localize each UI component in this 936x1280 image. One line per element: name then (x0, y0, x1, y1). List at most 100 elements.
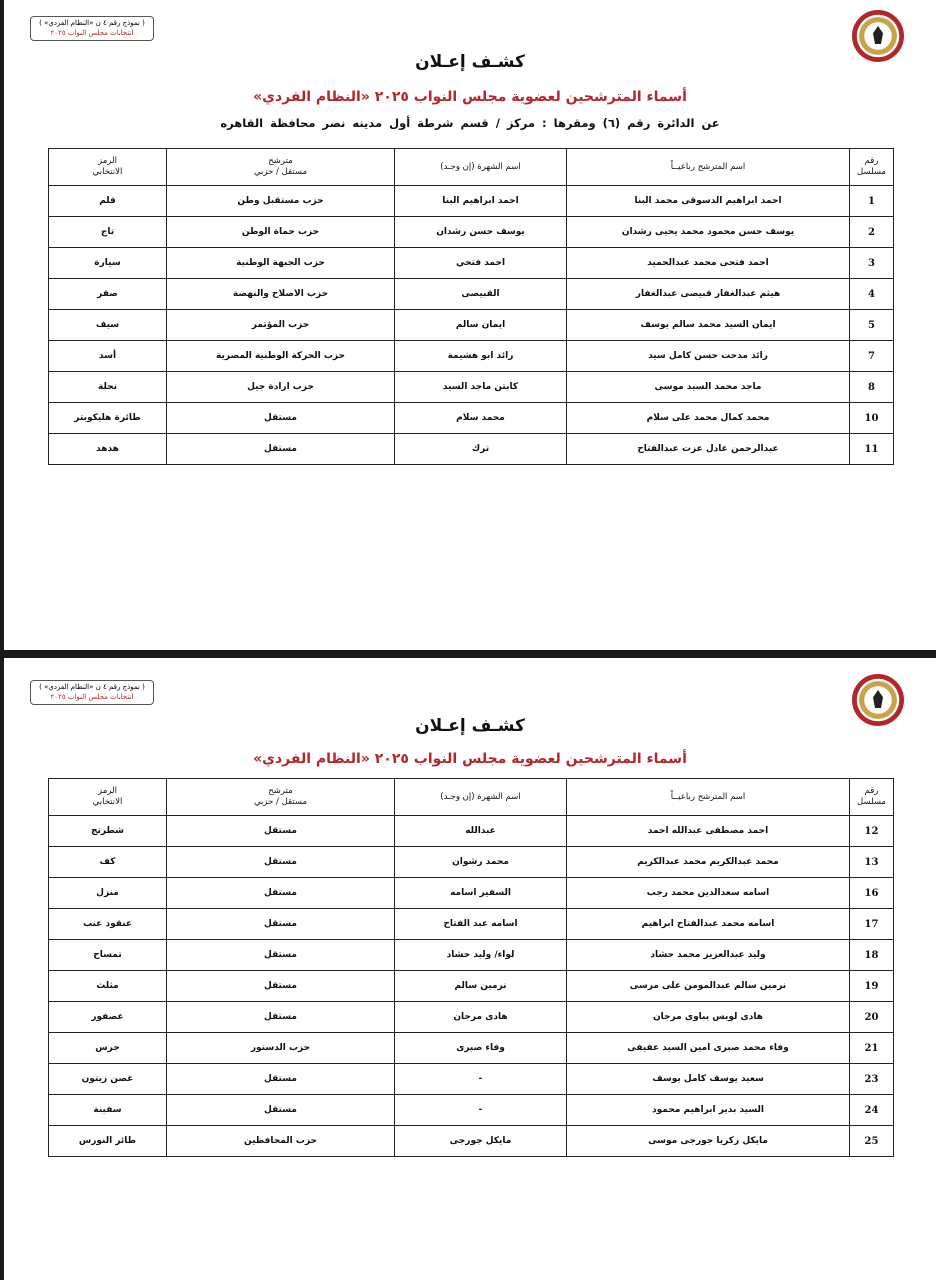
election-authority-logo (852, 10, 904, 62)
serial-cell: 4 (849, 278, 894, 310)
candidate-type-cell: مستقل (166, 1001, 395, 1033)
serial-cell: 10 (849, 402, 894, 434)
table-header: رقم مسلسل اسم المترشح رباعيــاً اسم الشهر… (48, 778, 894, 816)
serial-cell: 16 (849, 877, 894, 909)
known-as-cell: مايكل جورجى (394, 1125, 567, 1157)
table-row: 17 اسامه محمد عبدالفتاح ابراهيم اسامه عبد … (48, 908, 894, 940)
table-row: 3 احمد فتحى محمد عبدالحميد احمد فتحي حزب ال… (48, 247, 894, 279)
candidate-type-cell: حزب الجبهة الوطنية (166, 247, 395, 279)
symbol-cell: غصن زيتون (48, 1063, 167, 1095)
symbol-cell: سفينة (48, 1094, 167, 1126)
col-full-name: اسم المترشح رباعيــاً (566, 148, 850, 186)
known-as-cell: عبدالله (394, 815, 567, 847)
col-symbol: الرمز الانتخابي (48, 148, 167, 186)
full-name-cell: يوسف حسن محمود محمد يحيى رشدان (566, 216, 850, 248)
candidate-type-cell: مستقل (166, 433, 395, 465)
col-serial: رقم مسلسل (849, 778, 894, 816)
serial-cell: 13 (849, 846, 894, 878)
serial-cell: 17 (849, 908, 894, 940)
known-as-cell: محمد رشوان (394, 846, 567, 878)
symbol-cell: منزل (48, 877, 167, 909)
serial-cell: 11 (849, 433, 894, 465)
table-row: 21 وفاء محمد صبرى امين السيد عفيفى وفاء صب… (48, 1032, 894, 1064)
candidates-table-1: رقم مسلسل اسم المترشح رباعيــاً اسم الشهر… (48, 148, 894, 465)
known-as-cell: ايمان سالم (394, 309, 567, 341)
serial-cell: 8 (849, 371, 894, 403)
candidate-type-cell: حزب ارادة جيل (166, 371, 395, 403)
candidate-type-cell: مستقل (166, 939, 395, 971)
election-authority-logo (852, 674, 904, 726)
table-row: 18 وليد عبدالعزيز محمد حشاد لواء/ وليد حشا… (48, 939, 894, 971)
page-subtitle: أسماء المترشحين لعضوية مجلس النواب ٢٠٢٥ … (253, 89, 687, 105)
candidate-type-cell: مستقل (166, 402, 395, 434)
stamp-line-1: ( نموذج رقم ٤ ن «النظام الفردي» ) (39, 19, 145, 27)
candidate-type-cell: مستقل (166, 1094, 395, 1126)
serial-cell: 25 (849, 1125, 894, 1157)
serial-cell: 12 (849, 815, 894, 847)
symbol-cell: شطرنج (48, 815, 167, 847)
table-row: 7 رائد مدحت حسن كامل سيد رائد ابو هشيمة حزب… (48, 340, 894, 372)
full-name-cell: محمد كمال محمد على سلام (566, 402, 850, 434)
stamp-line-2: انتخابات مجلس النواب ٢٠٢٥ (50, 29, 134, 37)
table-row: 2 يوسف حسن محمود محمد يحيى رشدان يوسف حسن … (48, 216, 894, 248)
serial-cell: 2 (849, 216, 894, 248)
full-name-cell: وليد عبدالعزيز محمد حشاد (566, 939, 850, 971)
known-as-cell: كابتن ماجد السيد (394, 371, 567, 403)
known-as-cell: اسامه عبد الفتاح (394, 908, 567, 940)
full-name-cell: هيثم عبدالغفار قبيصى عبدالغفار (566, 278, 850, 310)
candidates-table-2: رقم مسلسل اسم المترشح رباعيــاً اسم الشهر… (48, 778, 894, 1157)
page-title: كشـف إعـلان (415, 52, 525, 72)
known-as-cell: هادى مرجان (394, 1001, 567, 1033)
candidate-type-cell: مستقل (166, 1063, 395, 1095)
symbol-cell: عصفور (48, 1001, 167, 1033)
full-name-cell: سعيد يوسف كامل يوسف (566, 1063, 850, 1095)
table-row: 20 هادى لويس بباوى مرجان هادى مرجان مستقل عص… (48, 1001, 894, 1033)
known-as-cell: احمد فتحي (394, 247, 567, 279)
symbol-cell: صقر (48, 278, 167, 310)
known-as-cell: القبيصى (394, 278, 567, 310)
serial-cell: 21 (849, 1032, 894, 1064)
full-name-cell: ماجد محمد السيد موسى (566, 371, 850, 403)
symbol-cell: قلم (48, 185, 167, 217)
table-row: 24 السيد بدير ابراهيم محمود - مستقل سفينة (48, 1094, 894, 1126)
full-name-cell: احمد ابراهيم الدسوقى محمد البنا (566, 185, 850, 217)
table-row: 12 احمد مصطفى عبدالله احمد عبدالله مستقل شطر… (48, 815, 894, 847)
table-header: رقم مسلسل اسم المترشح رباعيــاً اسم الشهر… (48, 148, 894, 186)
symbol-cell: نحلة (48, 371, 167, 403)
table-row: 10 محمد كمال محمد على سلام محمد سلام مستقل ط… (48, 402, 894, 434)
full-name-cell: ايمان السيد محمد سالم يوسف (566, 309, 850, 341)
symbol-cell: كف (48, 846, 167, 878)
full-name-cell: السيد بدير ابراهيم محمود (566, 1094, 850, 1126)
known-as-cell: احمد ابراهيم البنا (394, 185, 567, 217)
full-name-cell: مايكل زكريا جورجى موسى (566, 1125, 850, 1157)
candidate-type-cell: حزب المحافظين (166, 1125, 395, 1157)
col-type: مترشح مستقل / حزبي (166, 778, 395, 816)
known-as-cell: محمد سلام (394, 402, 567, 434)
candidate-type-cell: مستقل (166, 908, 395, 940)
full-name-cell: رائد مدحت حسن كامل سيد (566, 340, 850, 372)
district-line: عن الدائرة رقم (٦) ومقرها : مركز / قسم ش… (220, 116, 720, 130)
symbol-cell: سيف (48, 309, 167, 341)
known-as-cell: وفاء صبرى (394, 1032, 567, 1064)
symbol-cell: مثلث (48, 970, 167, 1002)
page-2: ( نموذج رقم ٤ ن «النظام الفردي» ) انتخاب… (4, 658, 936, 1280)
symbol-cell: أسد (48, 340, 167, 372)
full-name-cell: اسامه سعدالدين محمد رجب (566, 877, 850, 909)
candidate-type-cell: حزب المؤتمر (166, 309, 395, 341)
serial-cell: 5 (849, 309, 894, 341)
full-name-cell: محمد عبدالكريم محمد عبدالكريم (566, 846, 850, 878)
table-row: 16 اسامه سعدالدين محمد رجب السفير اسامه مست… (48, 877, 894, 909)
serial-cell: 23 (849, 1063, 894, 1095)
col-full-name: اسم المترشح رباعيــاً (566, 778, 850, 816)
symbol-cell: عنقود عنب (48, 908, 167, 940)
col-type: مترشح مستقل / حزبي (166, 148, 395, 186)
table-row: 13 محمد عبدالكريم محمد عبدالكريم محمد رشوا… (48, 846, 894, 878)
full-name-cell: نرمين سالم عبدالمومن على مرسى (566, 970, 850, 1002)
known-as-cell: - (394, 1094, 567, 1126)
page-title: كشـف إعـلان (415, 716, 525, 736)
candidate-type-cell: حزب الدستور (166, 1032, 395, 1064)
table-row: 23 سعيد يوسف كامل يوسف - مستقل غصن زيتون (48, 1063, 894, 1095)
candidate-type-cell: حزب الحركة الوطنية المصرية (166, 340, 395, 372)
known-as-cell: ترك (394, 433, 567, 465)
full-name-cell: احمد فتحى محمد عبدالحميد (566, 247, 850, 279)
